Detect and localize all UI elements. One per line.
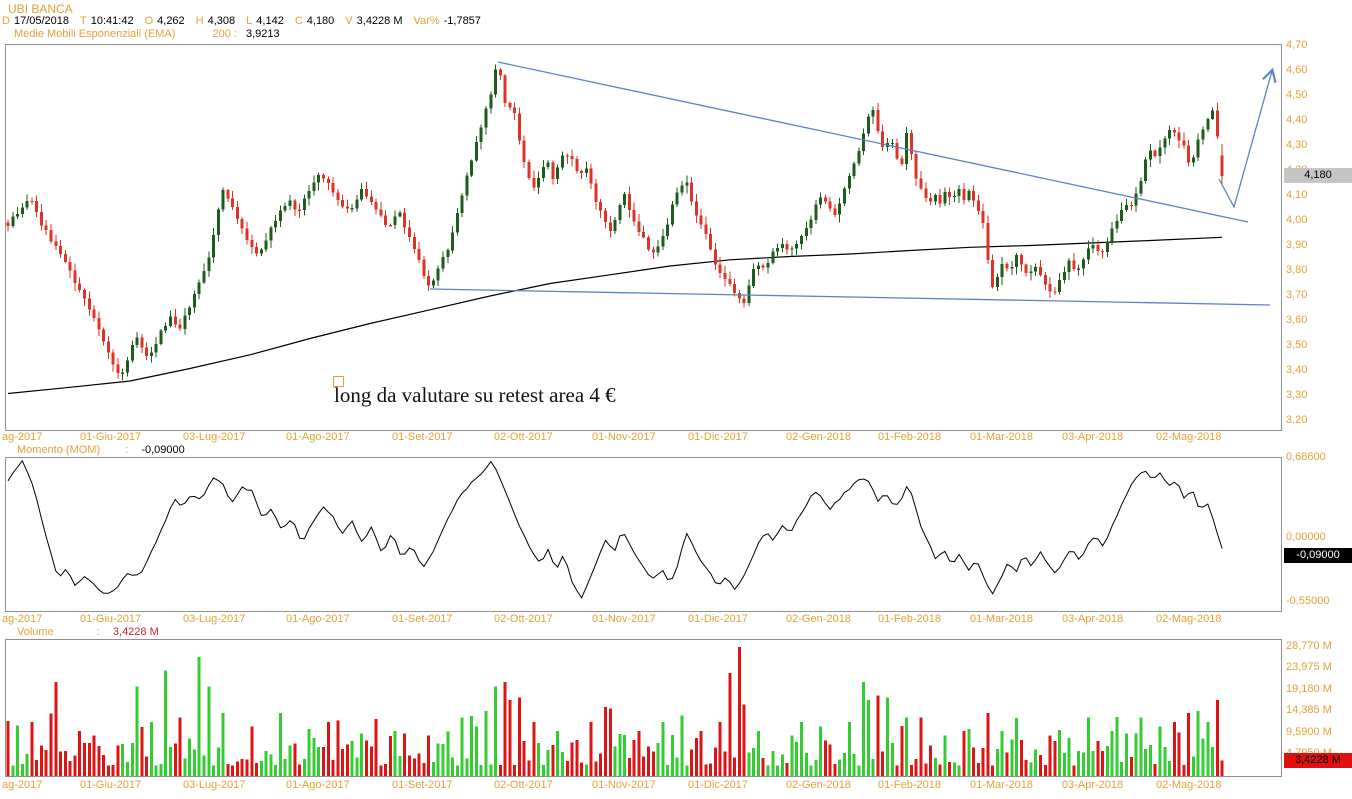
ema-indicator-label: Medie Mobili Esponenziali (EMA) <box>14 28 176 40</box>
instrument-title: UBI BANCA <box>8 2 73 16</box>
date-label: 01-Nov-2017 <box>592 779 656 791</box>
date-label: 02-Gen-2018 <box>786 431 851 443</box>
date-label: 01-Dic-2017 <box>688 431 748 443</box>
price-tick-label: 4,40 <box>1286 114 1308 126</box>
price-tick-label: 4,60 <box>1286 64 1308 76</box>
date-label: 01-Set-2017 <box>392 613 453 625</box>
volume-tick-label: 14,385 M <box>1286 704 1332 717</box>
date-label: 01-Feb-2018 <box>878 779 941 791</box>
panel-border-1 <box>5 457 1282 612</box>
trendline-resistenza-discendente[interactable] <box>497 61 1249 223</box>
high-field: H 4,308 <box>195 15 236 27</box>
time-field: T 10:41:42 <box>80 15 134 27</box>
date-label: 01-Set-2017 <box>392 779 453 791</box>
volume-current-value: 3,4228 M <box>112 626 159 638</box>
date-field: D 17/05/2018 <box>2 15 70 27</box>
low-field: L 4,142 <box>246 15 284 27</box>
date-label: 03-Apr-2018 <box>1062 431 1124 443</box>
last-price-tag: 4,180 <box>1284 168 1352 183</box>
price-tick-label: 3,20 <box>1286 414 1308 426</box>
ema-value: 3,9213 <box>246 28 280 40</box>
momentum-tick-label: 0,68600 <box>1286 451 1326 464</box>
forecast-arrow[interactable] <box>1218 67 1277 209</box>
close-field: C 4,180 <box>294 15 335 27</box>
date-label: 01-Mar-2018 <box>970 431 1033 443</box>
date-label: 02-Gen-2018 <box>786 779 851 791</box>
date-label: 02-Ott-2017 <box>494 431 553 443</box>
volume-bars-group[interactable] <box>6 647 1224 776</box>
open-field: O 4,262 <box>144 15 185 27</box>
date-label: 01-Dic-2017 <box>688 613 748 625</box>
price-tick-label: 4,50 <box>1286 89 1308 101</box>
date-label: 02-Mag-2018 <box>1156 613 1222 625</box>
panel-border-0 <box>5 44 1282 431</box>
date-label: 03-Apr-2018 <box>1062 779 1124 791</box>
date-label: 01-Ago-2017 <box>286 613 350 625</box>
date-label: 01-Feb-2018 <box>878 431 941 443</box>
price-tick-label: 3,40 <box>1286 364 1308 376</box>
ema-indicator-row[interactable]: Medie Mobili Esponenziali (EMA) 200 : 3,… <box>14 28 280 40</box>
volume-tick-label: 28,770 M <box>1286 639 1332 652</box>
date-label: 03-Lug-2017 <box>183 779 246 791</box>
date-label: ag-2017 <box>2 613 43 625</box>
date-label: 03-Lug-2017 <box>183 431 246 443</box>
volume-tick-label: 23,975 M <box>1286 661 1332 674</box>
price-tick-label: 3,70 <box>1286 289 1308 301</box>
trendline-supporto[interactable] <box>429 288 1271 306</box>
date-label: 02-Mag-2018 <box>1156 779 1222 791</box>
date-label: 01-Nov-2017 <box>592 613 656 625</box>
date-label: 01-Ago-2017 <box>286 431 350 443</box>
volume-tick-label: 19,180 M <box>1286 682 1332 695</box>
price-tick-label: 4,30 <box>1286 139 1308 151</box>
momentum-line[interactable] <box>7 459 1223 599</box>
date-label: 02-Mag-2018 <box>1156 431 1222 443</box>
price-tick-label: 3,90 <box>1286 239 1308 251</box>
price-tick-label: 4,00 <box>1286 214 1308 226</box>
price-tick-label: 3,60 <box>1286 314 1308 326</box>
price-tick-label: 4,10 <box>1286 189 1308 201</box>
volume-tick-label: 9,5900 M <box>1286 725 1332 738</box>
ema-period: 200 : <box>212 28 237 40</box>
date-label: 03-Apr-2018 <box>1062 613 1124 625</box>
panel-border-2 <box>5 639 1282 777</box>
momentum-tick-label: -0,55000 <box>1286 595 1330 608</box>
momentum-tick-label: 0,00000 <box>1286 531 1326 543</box>
annotation-anchor-square[interactable] <box>333 376 344 387</box>
ema200-line[interactable] <box>7 236 1223 395</box>
volume-panel-header[interactable]: Volume : 3,4228 M <box>17 626 159 638</box>
momentum-panel-header[interactable]: Momento (MOM) : -0,09000 <box>17 444 185 456</box>
date-label: 01-Ago-2017 <box>286 779 350 791</box>
date-label: ag-2017 <box>2 431 43 443</box>
volume-value-tag: 3,4228 M <box>1284 753 1352 768</box>
chart-annotation-text[interactable]: long da valutare su retest area 4 € <box>334 383 616 407</box>
date-label: 02-Ott-2017 <box>494 613 553 625</box>
price-tick-label: 3,30 <box>1286 389 1308 401</box>
date-label: 01-Mar-2018 <box>970 779 1033 791</box>
momentum-current-value: -0,09000 <box>141 444 185 456</box>
date-label: ag-2017 <box>2 779 43 791</box>
date-label: 01-Mar-2018 <box>970 613 1033 625</box>
date-label: 01-Dic-2017 <box>688 779 748 791</box>
date-label: 01-Giu-2017 <box>80 779 142 791</box>
date-label: 01-Set-2017 <box>392 431 453 443</box>
date-label: 01-Nov-2017 <box>592 431 656 443</box>
date-label: 01-Feb-2018 <box>878 613 941 625</box>
momentum-label: Momento (MOM) <box>17 444 101 456</box>
date-label: 02-Gen-2018 <box>786 613 851 625</box>
ohlc-info-row: D 17/05/2018 T 10:41:42 O 4,262 H 4,308 L 4,1… <box>2 15 481 27</box>
volume-label: Volume <box>17 626 54 638</box>
date-label: 02-Ott-2017 <box>494 779 553 791</box>
volume-field: V 3,4228 M <box>345 15 403 27</box>
candles-group[interactable] <box>6 64 1224 381</box>
date-label: 01-Giu-2017 <box>80 613 142 625</box>
date-label: 03-Lug-2017 <box>183 613 246 625</box>
momentum-value-tag: -0,09000 <box>1284 548 1352 563</box>
price-tick-label: 4,70 <box>1286 39 1308 51</box>
price-tick-label: 3,50 <box>1286 339 1308 351</box>
date-label: 01-Giu-2017 <box>80 431 142 443</box>
var-percent-field: Var% -1,7857 <box>413 15 481 27</box>
price-tick-label: 3,80 <box>1286 264 1308 276</box>
